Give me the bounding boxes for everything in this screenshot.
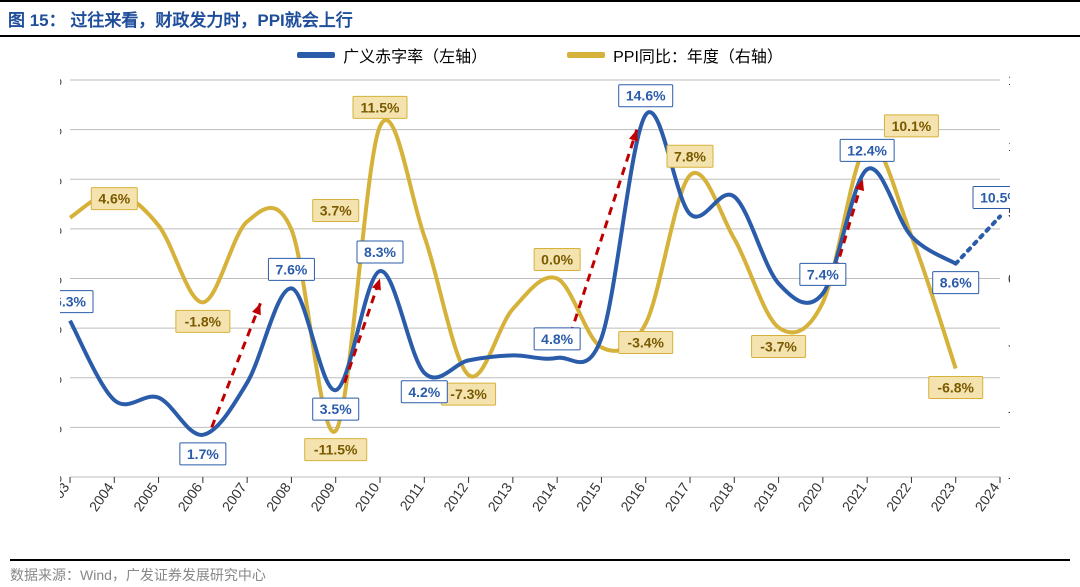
svg-text:16.0%: 16.0% [60,72,62,88]
footer-text: 数据来源：Wind，广发证券发展研究中心 [10,567,266,583]
svg-text:-1.8%: -1.8% [185,313,222,329]
svg-text:14.6%: 14.6% [626,88,666,104]
svg-text:-5.0%: -5.0% [1008,337,1010,353]
legend: 广义赤字率（左轴） PPI同比：年度（右轴） [0,43,1080,67]
svg-text:10.0%: 10.0% [60,221,62,237]
svg-text:7.8%: 7.8% [674,148,706,164]
svg-text:-3.4%: -3.4% [627,334,664,350]
svg-text:14.0%: 14.0% [60,122,62,138]
svg-text:2019: 2019 [750,479,781,514]
legend-item-deficit: 广义赤字率（左轴） [297,43,487,67]
data-source-footer: 数据来源：Wind，广发证券发展研究中心 [10,559,1070,585]
svg-text:-6.8%: -6.8% [937,379,974,395]
svg-text:2020: 2020 [794,479,825,514]
figure-number: 图 15： [8,11,66,30]
svg-text:2023: 2023 [927,479,958,514]
svg-text:10.5%: 10.5% [980,189,1010,205]
svg-text:2.0%: 2.0% [60,419,62,435]
svg-text:-15.0%: -15.0% [1008,469,1010,485]
svg-text:2004: 2004 [86,479,117,514]
svg-text:2021: 2021 [839,479,870,514]
svg-text:2010: 2010 [351,479,382,514]
figure-container: 图 15： 过往来看，财政发力时，PPI就会上行 广义赤字率（左轴） PPI同比… [0,0,1080,587]
svg-text:4.6%: 4.6% [98,191,130,207]
svg-text:-3.7%: -3.7% [760,338,797,354]
svg-text:10.1%: 10.1% [892,118,932,134]
svg-text:2006: 2006 [174,479,205,514]
svg-text:2018: 2018 [706,479,737,514]
svg-text:-7.3%: -7.3% [450,386,487,402]
svg-text:0.0%: 0.0% [541,252,573,268]
svg-text:12.4%: 12.4% [847,142,887,158]
svg-text:1.7%: 1.7% [187,446,219,462]
svg-text:2024: 2024 [971,479,1002,514]
legend-label-b: PPI同比：年度（右轴） [613,43,783,67]
svg-text:7.6%: 7.6% [275,261,307,277]
svg-text:2005: 2005 [130,479,161,514]
legend-item-ppi: PPI同比：年度（右轴） [567,43,783,67]
svg-text:4.2%: 4.2% [408,384,440,400]
svg-text:8.6%: 8.6% [940,275,972,291]
svg-text:2012: 2012 [440,479,471,514]
svg-text:2022: 2022 [883,479,914,514]
svg-text:6.3%: 6.3% [60,294,87,310]
svg-text:2007: 2007 [219,479,250,514]
svg-text:2011: 2011 [396,479,426,513]
chart-svg: 0.0% 2.0% 4.0% 6.0% 8.0% 10.0% 12.0% 14.0% 16.0%… [60,70,1010,527]
svg-text:2016: 2016 [617,479,648,514]
svg-text:-10.0%: -10.0% [1008,403,1010,419]
svg-text:11.5%: 11.5% [361,99,400,115]
svg-text:8.0%: 8.0% [60,271,62,287]
figure-title: 过往来看，财政发力时，PPI就会上行 [70,11,352,30]
svg-text:2008: 2008 [263,479,294,514]
svg-text:15.0%: 15.0% [1008,72,1010,88]
svg-text:7.4%: 7.4% [807,266,839,282]
svg-text:4.0%: 4.0% [60,370,62,386]
legend-swatch-b [567,52,605,58]
svg-text:0.0%: 0.0% [1008,271,1010,287]
svg-text:2015: 2015 [573,479,604,514]
svg-text:12.0%: 12.0% [60,171,62,187]
svg-text:10.0%: 10.0% [1008,138,1010,154]
svg-text:2017: 2017 [661,479,692,514]
legend-label-a: 广义赤字率（左轴） [343,43,487,67]
svg-text:3.5%: 3.5% [320,401,352,417]
svg-text:2009: 2009 [307,479,338,514]
svg-text:6.0%: 6.0% [60,320,62,336]
legend-swatch-a [297,52,335,58]
svg-text:3.7%: 3.7% [320,203,352,219]
svg-text:2003: 2003 [60,479,73,514]
svg-text:8.3%: 8.3% [364,244,396,260]
svg-text:2014: 2014 [529,479,560,514]
svg-text:-11.5%: -11.5% [314,442,358,458]
svg-text:2013: 2013 [484,479,515,514]
svg-text:4.8%: 4.8% [541,331,573,347]
figure-title-bar: 图 15： 过往来看，财政发力时，PPI就会上行 [0,0,1080,37]
chart-plot-area: 0.0% 2.0% 4.0% 6.0% 8.0% 10.0% 12.0% 14.0% 16.0%… [60,70,1010,527]
